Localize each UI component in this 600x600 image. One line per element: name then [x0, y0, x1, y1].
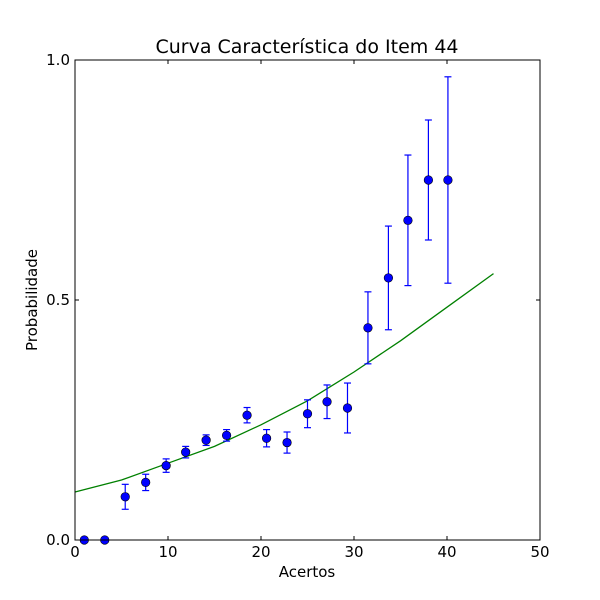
data-point	[181, 447, 191, 457]
data-point	[141, 477, 151, 488]
data-point	[403, 215, 413, 225]
data-point	[443, 175, 453, 185]
data-point	[322, 397, 332, 407]
data-point	[261, 433, 272, 443]
axis-ticks: 0 10 20 30 40 50 0.0 0.5 1.0	[46, 51, 549, 561]
y-tick-label: 0.0	[46, 531, 70, 549]
x-tick-label: 50	[530, 543, 549, 561]
y-axis-label: Probabilidade	[23, 249, 41, 351]
data-point	[282, 437, 292, 448]
chart-title: Curva Característica do Item 44	[155, 36, 458, 58]
plot-area	[74, 76, 494, 545]
plot-frame	[74, 59, 541, 541]
x-tick-label: 40	[437, 543, 456, 561]
x-tick-label: 30	[344, 543, 363, 561]
y-tick-label: 1.0	[46, 51, 70, 69]
data-point	[201, 435, 211, 445]
data-point	[363, 323, 373, 333]
data-point	[221, 430, 232, 440]
data-point	[383, 273, 394, 283]
data-point	[302, 409, 313, 419]
y-tick-label: 0.5	[46, 291, 70, 309]
data-point	[342, 403, 353, 413]
fit-curve-line	[74, 273, 494, 493]
x-tick-label: 10	[158, 543, 177, 561]
data-point	[161, 461, 171, 471]
data-point	[242, 410, 252, 420]
x-tick-label: 0	[70, 543, 80, 561]
x-axis-label: Acertos	[279, 563, 336, 581]
data-point	[120, 492, 130, 502]
x-tick-label: 20	[251, 543, 270, 561]
data-point	[423, 175, 434, 185]
